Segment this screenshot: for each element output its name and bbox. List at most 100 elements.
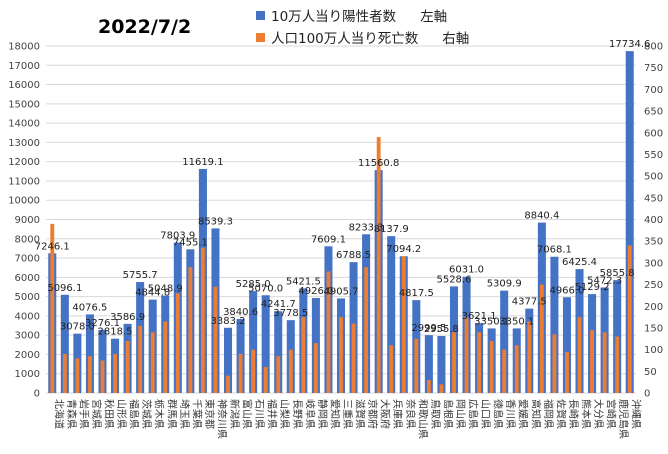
data-label: 4926.0: [298, 286, 333, 297]
data-label: 4844.8: [135, 288, 170, 299]
legend-label-deaths: 人口100万人当り死亡数: [271, 31, 419, 47]
left-tick-label: 17000: [8, 61, 40, 72]
category-label: 兵庫県: [391, 399, 404, 429]
category-label: 大分県: [592, 399, 605, 429]
left-tick-label: 1000: [15, 369, 40, 380]
bar-deaths: [401, 256, 406, 393]
bar-deaths: [502, 349, 507, 393]
data-label: 4966.0: [549, 285, 584, 296]
data-label: 3778.5: [273, 308, 308, 319]
data-label: 11619.1: [182, 157, 223, 168]
right-tick-label: 50: [644, 367, 657, 378]
data-label: 5421.5: [286, 276, 321, 287]
data-label: 2818.5: [98, 327, 133, 338]
category-label: 滋賀県: [354, 399, 367, 429]
data-label: 4241.7: [261, 299, 296, 310]
bar-deaths: [351, 323, 356, 393]
bar-deaths: [163, 321, 168, 393]
right-tick-label: 200: [644, 302, 663, 313]
bar-positives: [625, 51, 634, 393]
data-label: 4076.5: [72, 302, 107, 313]
data-label: 7246.1: [35, 241, 70, 252]
bar-positives: [85, 314, 94, 393]
legend-swatch-deaths: [256, 32, 265, 42]
data-label: 17734.6: [609, 39, 650, 50]
left-tick-label: 12000: [8, 157, 40, 168]
left-tick-label: 4000: [15, 311, 40, 322]
bar-positives: [60, 294, 69, 393]
bar-deaths: [75, 358, 80, 393]
left-tick-label: 3000: [15, 331, 40, 342]
category-label: 香川県: [504, 399, 516, 429]
category-label: 石川県: [253, 399, 265, 429]
category-label: 熊本県: [580, 399, 593, 429]
category-label: 秋田県: [102, 399, 115, 429]
bar-deaths: [301, 317, 306, 393]
legend-label-positives: 10万人当り陽性者数: [271, 9, 397, 25]
bar-deaths: [313, 343, 318, 393]
legend-swatch-positives: [256, 10, 265, 20]
data-label: 7068.1: [537, 245, 572, 256]
left-tick-label: 8000: [15, 234, 40, 245]
category-label: 青森県: [65, 399, 78, 429]
data-label: 11560.8: [358, 158, 399, 169]
bar-deaths: [226, 375, 230, 393]
bar-deaths: [150, 332, 155, 393]
bar-deaths: [489, 340, 494, 393]
category-labels: 北海道 青森県 岩手県 宮城県 秋田県 山形県 福島県 茨城県 栃木県 群馬県 埼玉県 千葉県 東京都神…: [52, 399, 642, 439]
bar-deaths: [590, 330, 594, 393]
left-tick-label: 9000: [15, 215, 40, 226]
legend-axis-deaths: 右軸: [442, 31, 470, 47]
category-label: 神奈川県: [215, 399, 228, 439]
right-tick-label: 550: [644, 150, 663, 161]
data-label: 5309.9: [487, 279, 522, 290]
bar-deaths: [615, 336, 620, 393]
bar-positives: [424, 335, 433, 393]
data-label: 5528.6: [436, 274, 471, 285]
left-tick-label: 2000: [15, 350, 40, 361]
bar-deaths: [452, 332, 456, 393]
category-label: 岐阜県: [303, 399, 316, 429]
category-label: 栃木県: [153, 399, 166, 429]
right-tick-label: 300: [644, 258, 663, 269]
data-label: 3586.9: [110, 312, 145, 323]
legend-item-positives: 10万人当り陽性者数 左軸: [256, 4, 469, 26]
bar-deaths: [326, 271, 331, 393]
bar-deaths: [376, 137, 381, 393]
category-label: 岡山県: [454, 399, 466, 429]
category-label: 山梨県: [278, 399, 291, 429]
left-tick-label: 10000: [8, 196, 40, 207]
left-tick-label: 18000: [8, 42, 40, 53]
category-label: 東京都: [203, 399, 216, 429]
chart-title: 2022/7/2: [98, 16, 192, 38]
right-tick-label: 0: [644, 389, 650, 400]
category-label: 福島県: [128, 399, 141, 429]
bar-deaths: [439, 384, 444, 393]
left-tick-label: 15000: [8, 99, 40, 110]
gridlines: [46, 45, 636, 394]
data-label: 7609.1: [311, 234, 346, 245]
category-label: 京都府: [366, 399, 379, 429]
left-tick-label: 11000: [8, 176, 40, 187]
right-tick-label: 250: [644, 280, 663, 291]
bar-positives: [500, 290, 509, 393]
category-label: 福岡県: [542, 399, 555, 429]
data-label: 5129.2: [575, 282, 610, 293]
category-label: 埼玉県: [178, 399, 191, 429]
category-label: 北海道: [52, 399, 65, 429]
bar-deaths: [200, 247, 205, 393]
data-label: 8840.4: [524, 211, 559, 222]
left-tick-label: 5000: [15, 292, 40, 303]
category-label: 島根県: [441, 399, 454, 429]
data-label: 2999.5: [411, 323, 446, 334]
data-label: 7094.2: [386, 244, 421, 255]
right-tick-label: 100: [644, 345, 663, 356]
right-tick-label: 400: [644, 215, 663, 226]
bar-positives: [437, 336, 446, 393]
category-label: 山口県: [479, 399, 491, 429]
category-label: 徳島県: [492, 399, 505, 429]
data-label: 3383.2: [211, 316, 246, 327]
data-label: 8137.9: [374, 224, 409, 235]
